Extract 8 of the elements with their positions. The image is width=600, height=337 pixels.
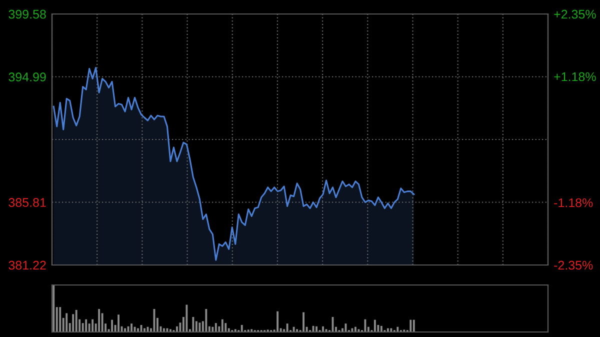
y2-tick-label: -1.18%	[554, 198, 593, 208]
y-tick-label: 394.99	[8, 72, 46, 82]
y-tick-label: 385.81	[8, 198, 46, 207]
y-tick-label: 399.58	[8, 10, 46, 19]
y2-tick-label: +2.35%	[554, 10, 596, 19]
y-tick-label: 381.22	[8, 260, 46, 270]
y2-tick-label: -2.35%	[554, 260, 593, 270]
y2-tick-label: +1.18%	[554, 72, 596, 82]
